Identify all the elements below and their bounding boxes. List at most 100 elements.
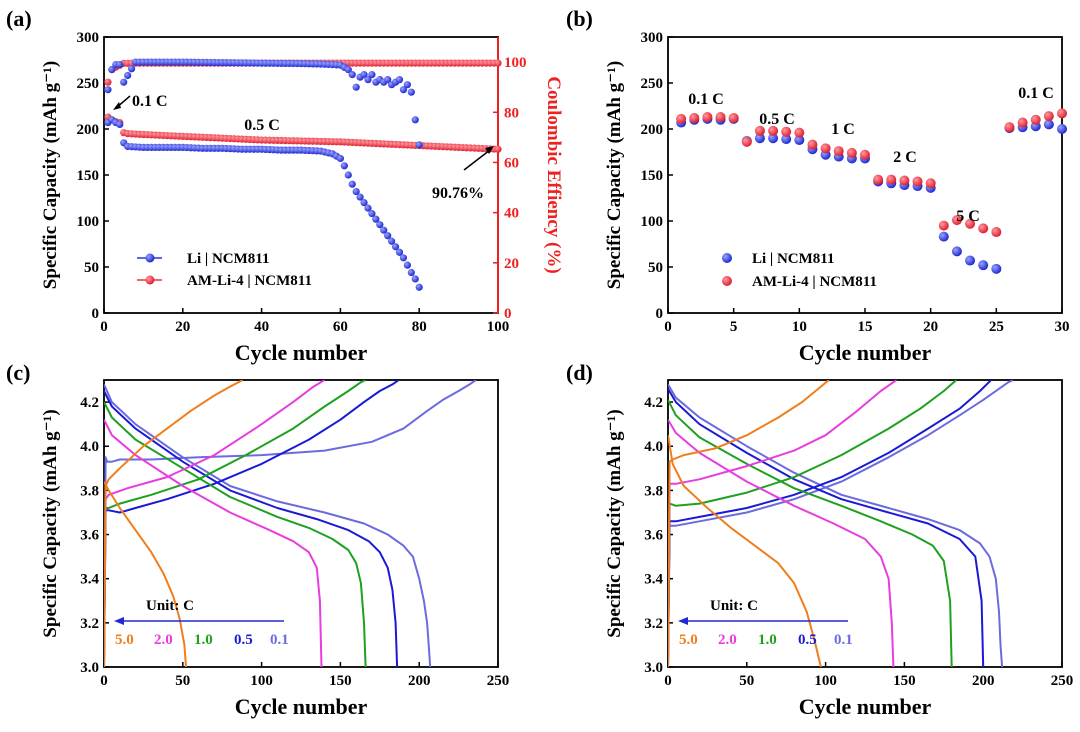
y-tick-label: 4.0 <box>644 439 663 455</box>
annotation-0-5c: 0.5 C <box>244 117 280 134</box>
data-point <box>411 116 419 124</box>
y-tick-label: 100 <box>641 214 664 230</box>
y-tick-label: 4.2 <box>80 395 99 411</box>
x-tick-label: 200 <box>972 673 995 689</box>
series-am-li-4 <box>676 108 1067 238</box>
y-tick-label: 50 <box>648 260 663 276</box>
y-tick-label: 200 <box>641 122 664 138</box>
data-point <box>380 226 388 234</box>
data-point <box>781 126 792 137</box>
y-tick-label: 4.2 <box>644 395 663 411</box>
unit-label: Unit: C <box>710 598 758 614</box>
x-axis-label: Cycle number <box>235 694 368 719</box>
x-tick-label: 60 <box>333 319 348 335</box>
data-point <box>407 268 415 277</box>
data-point <box>344 66 352 74</box>
y-axis-label: Specific Capacity (mAh g⁻¹) <box>604 61 625 289</box>
y-tick-label: 250 <box>641 76 664 92</box>
y2-tick-label: 100 <box>504 55 527 71</box>
y-tick-label: 3.6 <box>80 528 99 544</box>
data-point <box>415 141 423 149</box>
data-point <box>1030 114 1041 125</box>
y2-tick-label: 20 <box>504 256 519 272</box>
data-point <box>127 65 136 73</box>
data-point <box>116 61 124 69</box>
curve-0-1c-charge <box>104 380 477 667</box>
data-point <box>794 127 805 138</box>
curve-0-5c-charge <box>668 380 992 667</box>
legend: Li | NCM811 AM-Li-4 | NCM811 <box>722 251 877 290</box>
legend-marker <box>145 275 155 285</box>
rate-annotation: 0.1 C <box>688 91 724 108</box>
x-tick-label: 100 <box>250 673 273 689</box>
data-point <box>925 178 936 189</box>
y2-tick-label: 0 <box>504 306 512 322</box>
legend-label: Li | NCM811 <box>752 251 834 267</box>
y-tick-label: 300 <box>641 30 664 46</box>
data-point <box>399 86 408 94</box>
curve-0-1c-discharge <box>104 383 432 667</box>
data-point <box>754 125 765 136</box>
data-point <box>1043 111 1054 122</box>
data-point <box>1057 124 1067 134</box>
y-tick-label: 3.0 <box>80 660 99 676</box>
data-point <box>846 147 857 158</box>
panel-2-unit: Unit: C 5.0 2.0 1.0 0.5 0.1 <box>114 598 289 648</box>
curve-2-0c-charge <box>668 380 898 667</box>
y-tick-label: 3.8 <box>80 483 99 499</box>
panel-label: (a) <box>6 6 32 31</box>
data-point <box>899 175 910 186</box>
curve-0-1c-discharge <box>668 383 1004 667</box>
data-point <box>951 215 962 226</box>
data-point <box>978 223 989 234</box>
curve-1-0c-discharge <box>104 401 367 667</box>
y-tick-label: 3.6 <box>644 528 663 544</box>
data-point <box>372 215 380 223</box>
arrowhead <box>113 102 121 110</box>
curve-5-0c-discharge <box>104 481 187 667</box>
data-point <box>384 232 392 240</box>
curve-1-0c-discharge <box>668 399 953 667</box>
data-point <box>407 88 415 96</box>
rate-label: 2.0 <box>154 632 173 648</box>
y-tick-label: 3.4 <box>80 572 99 588</box>
x-tick-label: 40 <box>254 319 269 335</box>
y2-axis-label: Coulombic Effiency (%) <box>543 76 564 273</box>
y-tick-label: 200 <box>77 122 100 138</box>
data-point <box>104 86 112 94</box>
data-point <box>965 255 976 266</box>
curve-0-5c-charge <box>104 380 400 667</box>
rate-annotation: 0.1 C <box>1018 85 1054 102</box>
y-tick-label: 150 <box>641 168 664 184</box>
x-tick-label: 150 <box>329 673 352 689</box>
data-point <box>494 145 502 153</box>
rate-label: 5.0 <box>679 632 698 648</box>
rate-label: 1.0 <box>758 632 777 648</box>
panel-2-axes: 0 50 100 150 200 250 3.0 3.2 3.4 3.6 3.8 4.0 4.2 Cycl… <box>6 360 509 719</box>
x-tick-label: 50 <box>739 673 754 689</box>
annotation-90-76: 90.76% <box>432 185 484 202</box>
panel-3-curves <box>668 380 1014 667</box>
rate-annotation: 2 C <box>893 149 917 166</box>
panel-3-axes: 0 50 100 150 200 250 3.0 3.2 3.4 3.6 3.8 4.0 4.2 Cycl… <box>566 360 1073 719</box>
annotation-arrow <box>463 149 491 171</box>
x-tick-label: 250 <box>487 673 510 689</box>
series-li-ce <box>104 58 423 149</box>
panel-0-annotations: 0.1 C 0.5 C 90.76% <box>113 93 494 202</box>
data-point <box>807 139 818 150</box>
curve-0-5c-discharge <box>668 388 985 667</box>
rate-label: 0.1 <box>270 632 289 648</box>
data-point <box>403 81 411 89</box>
data-point <box>754 133 765 144</box>
data-point <box>368 210 376 218</box>
series-li-capacity <box>104 116 423 291</box>
data-point <box>1057 108 1067 119</box>
x-axis-label: Cycle number <box>799 340 932 365</box>
rate-annotation: 0.5 C <box>759 111 795 128</box>
data-point <box>124 71 132 80</box>
y-axis-label: Specific Capacity (mAh g⁻¹) <box>40 61 61 289</box>
data-point <box>384 76 392 84</box>
data-point <box>768 125 779 136</box>
y-tick-label: 250 <box>77 76 100 92</box>
